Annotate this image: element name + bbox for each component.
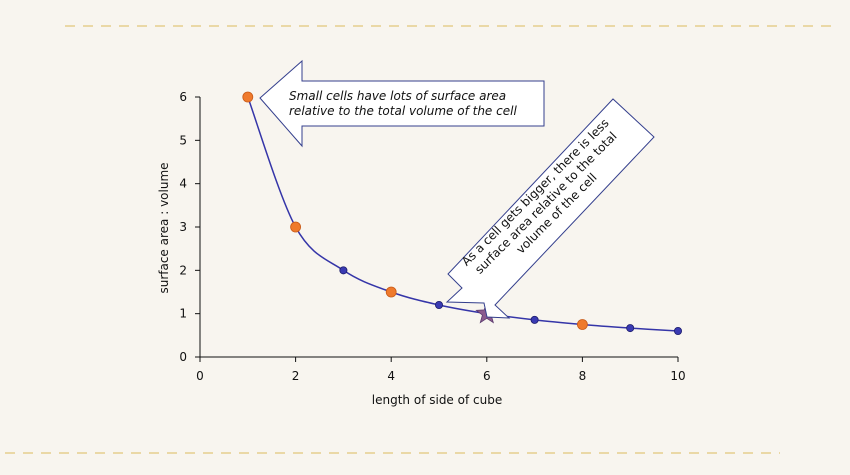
data-point-orange [385,286,397,298]
y-tick-label: 6 [179,90,187,104]
y-tick-label: 2 [179,263,187,277]
callout-big-line-2: surface area relative to the total [472,129,620,277]
callout-arrow-left-shape [259,59,545,148]
y-axis-title: surface area : volume [157,162,171,293]
y-tick-label: 4 [179,177,187,191]
axes: 0 1 2 3 4 5 6 0 2 4 6 8 10 [179,90,685,383]
callout-arrow-diagonal-shape [445,98,655,319]
x-tick-label: 8 [579,369,587,383]
x-tick-label: 10 [670,369,685,383]
data-point-orange [242,91,254,103]
callout-small-cells: Small cells have lots of surface area re… [259,59,545,148]
y-tick-label: 1 [179,307,187,321]
data-point-orange [577,319,588,330]
x-tick-label: 0 [196,369,204,383]
x-tick-label: 6 [483,369,491,383]
callout-big-cells: As a cell gets bigger, there is less sur… [445,98,655,319]
x-tick-label: 4 [387,369,395,383]
callout-small-line-1: Small cells have lots of surface area [289,89,506,103]
callout-small-line-2: relative to the total volume of the cell [289,104,517,118]
x-axis-title: length of side of cube [372,393,502,407]
data-point [674,326,683,335]
plot-area [242,91,683,335]
data-point [626,324,635,333]
data-point [434,300,443,309]
y-tick-label: 3 [179,220,187,234]
y-tick-label: 5 [179,133,187,147]
x-tick-label: 2 [292,369,300,383]
data-point [530,315,539,324]
data-point [339,266,348,275]
y-tick-label: 0 [179,350,187,364]
series-line [247,96,679,332]
data-point-orange [290,221,302,233]
callout-big-text: As a cell gets bigger, there is less sur… [459,116,620,277]
